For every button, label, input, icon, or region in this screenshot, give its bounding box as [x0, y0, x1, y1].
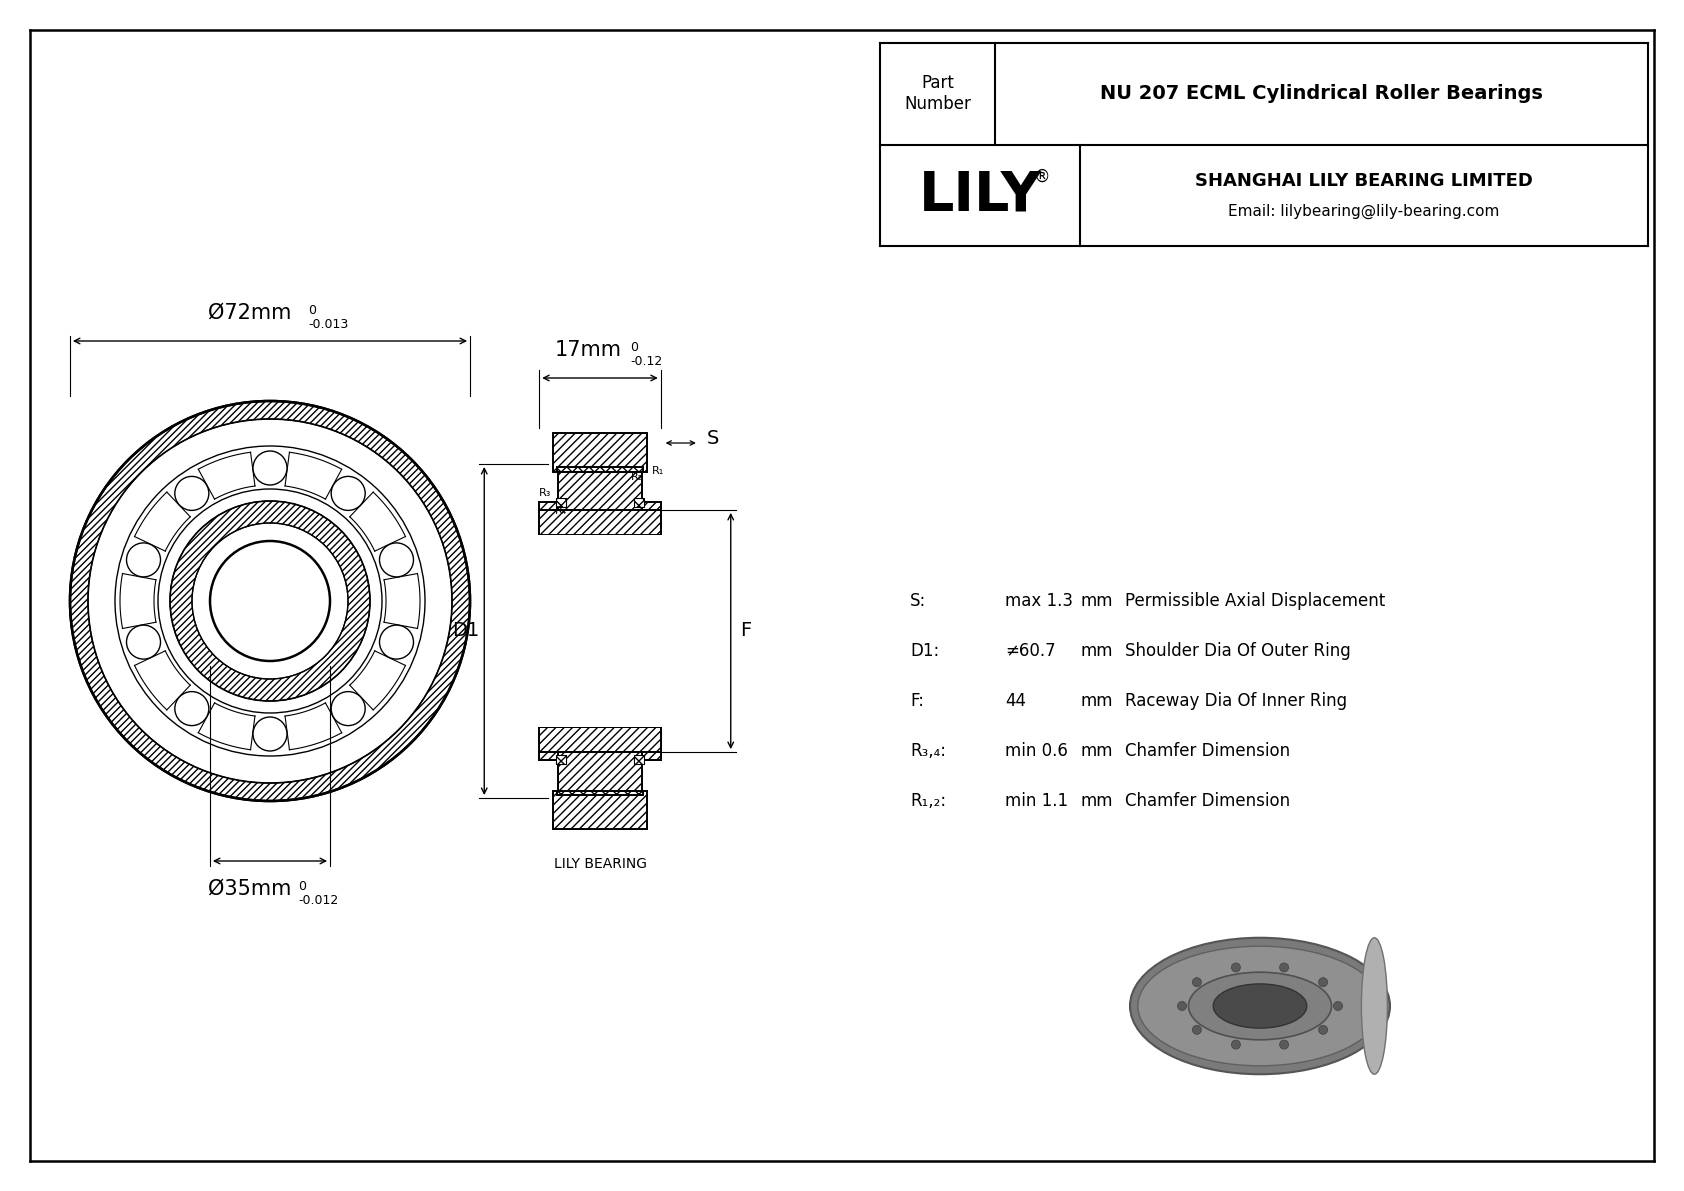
- Bar: [557, 791, 643, 794]
- Bar: [554, 434, 647, 472]
- Text: Raceway Dia Of Inner Ring: Raceway Dia Of Inner Ring: [1125, 692, 1347, 710]
- Text: S:: S:: [909, 592, 926, 610]
- Bar: [559, 752, 642, 791]
- Bar: [559, 752, 642, 791]
- Text: LILY: LILY: [918, 168, 1041, 223]
- Circle shape: [1231, 1040, 1241, 1049]
- Bar: [556, 498, 566, 507]
- Text: R₁,₂:: R₁,₂:: [909, 792, 946, 810]
- Text: ®: ®: [1034, 167, 1051, 186]
- Text: D1:: D1:: [909, 642, 940, 660]
- Text: max 1.3: max 1.3: [1005, 592, 1073, 610]
- Text: R₄: R₄: [556, 506, 568, 516]
- Bar: [539, 510, 660, 535]
- Circle shape: [379, 543, 414, 576]
- Bar: [559, 472, 642, 510]
- Circle shape: [1319, 978, 1327, 986]
- Circle shape: [126, 625, 160, 659]
- Circle shape: [1192, 978, 1201, 986]
- Circle shape: [1192, 1025, 1201, 1034]
- Bar: [633, 755, 643, 763]
- Text: Permissible Axial Displacement: Permissible Axial Displacement: [1125, 592, 1386, 610]
- Text: mm: mm: [1079, 592, 1113, 610]
- Bar: [559, 472, 642, 510]
- Text: Email: lilybearing@lily-bearing.com: Email: lilybearing@lily-bearing.com: [1228, 204, 1500, 219]
- Text: mm: mm: [1079, 692, 1113, 710]
- Ellipse shape: [1138, 946, 1383, 1066]
- Text: -0.012: -0.012: [298, 894, 338, 908]
- Bar: [539, 728, 660, 752]
- Text: mm: mm: [1079, 642, 1113, 660]
- Circle shape: [1280, 1040, 1288, 1049]
- Text: 0: 0: [308, 304, 317, 317]
- Bar: [539, 510, 660, 535]
- Bar: [633, 498, 643, 507]
- Bar: [539, 728, 660, 752]
- Circle shape: [1280, 964, 1288, 972]
- Text: Chamfer Dimension: Chamfer Dimension: [1125, 742, 1290, 760]
- Circle shape: [1177, 1002, 1187, 1010]
- Text: 17mm: 17mm: [554, 339, 621, 360]
- Bar: [539, 535, 662, 728]
- Bar: [556, 755, 566, 763]
- Text: Part
Number: Part Number: [904, 74, 972, 113]
- Text: NU 207 ECML Cylindrical Roller Bearings: NU 207 ECML Cylindrical Roller Bearings: [1100, 85, 1543, 104]
- Text: Chamfer Dimension: Chamfer Dimension: [1125, 792, 1290, 810]
- Bar: [557, 791, 643, 794]
- Circle shape: [126, 543, 160, 576]
- Text: 0: 0: [298, 880, 306, 893]
- Text: D1: D1: [453, 622, 480, 641]
- Circle shape: [253, 451, 286, 485]
- Circle shape: [1334, 1002, 1342, 1010]
- Bar: [539, 752, 660, 760]
- Text: min 1.1: min 1.1: [1005, 792, 1068, 810]
- Circle shape: [332, 476, 365, 511]
- Circle shape: [71, 401, 470, 802]
- Text: Shoulder Dia Of Outer Ring: Shoulder Dia Of Outer Ring: [1125, 642, 1351, 660]
- Circle shape: [1231, 964, 1241, 972]
- Text: F:: F:: [909, 692, 925, 710]
- Text: R₃,₄:: R₃,₄:: [909, 742, 946, 760]
- Text: R₂: R₂: [630, 472, 643, 482]
- Text: R₁: R₁: [652, 466, 663, 476]
- Bar: [556, 755, 566, 763]
- Text: -0.013: -0.013: [308, 318, 349, 331]
- Circle shape: [175, 476, 209, 511]
- Bar: [554, 434, 647, 472]
- Bar: [557, 467, 643, 472]
- Circle shape: [379, 625, 414, 659]
- Bar: [554, 791, 647, 829]
- Text: min 0.6: min 0.6: [1005, 742, 1068, 760]
- Text: SHANGHAI LILY BEARING LIMITED: SHANGHAI LILY BEARING LIMITED: [1196, 173, 1532, 191]
- Circle shape: [1319, 1025, 1327, 1034]
- Ellipse shape: [1361, 937, 1388, 1074]
- Ellipse shape: [1130, 937, 1389, 1074]
- Text: Ø72mm: Ø72mm: [209, 303, 291, 323]
- Text: ≠60.7: ≠60.7: [1005, 642, 1056, 660]
- Text: S: S: [707, 429, 719, 448]
- Text: R₃: R₃: [539, 488, 551, 498]
- Text: 0: 0: [630, 341, 638, 354]
- Text: 44: 44: [1005, 692, 1026, 710]
- Circle shape: [175, 692, 209, 725]
- Bar: [556, 498, 566, 507]
- Bar: [539, 752, 660, 760]
- Bar: [633, 755, 643, 763]
- Text: mm: mm: [1079, 792, 1113, 810]
- Bar: [539, 501, 660, 510]
- Ellipse shape: [1212, 984, 1307, 1028]
- Circle shape: [253, 717, 286, 752]
- Bar: [633, 498, 643, 507]
- Text: Ø35mm: Ø35mm: [209, 879, 291, 899]
- Circle shape: [332, 692, 365, 725]
- Text: F: F: [741, 622, 751, 641]
- Bar: [554, 791, 647, 829]
- Bar: [539, 501, 660, 510]
- Ellipse shape: [1189, 972, 1332, 1040]
- Text: -0.12: -0.12: [630, 355, 662, 368]
- Bar: [557, 467, 643, 472]
- Text: mm: mm: [1079, 742, 1113, 760]
- Text: LILY BEARING: LILY BEARING: [554, 858, 647, 871]
